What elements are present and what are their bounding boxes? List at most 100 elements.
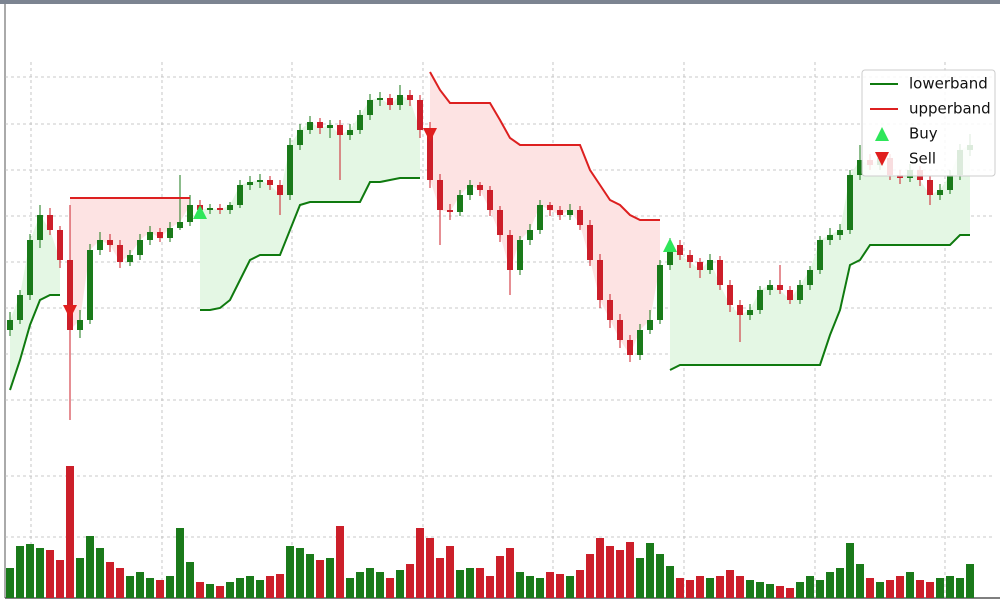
candle-body	[77, 320, 83, 330]
bands	[9, 71, 970, 391]
volume-bar	[436, 558, 444, 598]
volume-bar	[116, 568, 124, 598]
volume-bar	[316, 560, 324, 598]
legend-label: Buy	[909, 125, 938, 143]
volume-bar	[66, 466, 74, 598]
volume-bar	[16, 546, 24, 598]
candle-body	[387, 98, 393, 105]
signals	[63, 128, 677, 319]
candle-body	[37, 215, 43, 240]
candle-body	[607, 300, 613, 320]
volume-bar	[246, 576, 254, 598]
volume-bar	[346, 578, 354, 598]
volume-bar	[576, 570, 584, 598]
volume-bar	[156, 580, 164, 598]
volume-bar	[186, 562, 194, 598]
legend-marker	[875, 152, 889, 166]
volume-bar	[236, 578, 244, 598]
candle-body	[827, 235, 833, 240]
candle-body	[167, 228, 173, 238]
volume-bar	[196, 582, 204, 598]
volume-bar	[376, 572, 384, 598]
volume-bar	[686, 580, 694, 598]
candle-body	[377, 98, 383, 100]
candle-body	[147, 232, 153, 240]
candle-body	[97, 240, 103, 250]
volume-bar	[476, 568, 484, 598]
candle-body	[757, 290, 763, 310]
volume-bar	[36, 548, 44, 598]
candle-body	[637, 330, 643, 355]
volume-bar	[806, 576, 814, 598]
volume-bar	[176, 528, 184, 598]
candle-body	[237, 185, 243, 205]
volume-bar	[276, 574, 284, 598]
volume-bar	[296, 548, 304, 598]
volume-bar	[536, 578, 544, 598]
volume-bar	[76, 558, 84, 598]
candle-body	[67, 260, 73, 330]
volume-bar	[736, 576, 744, 598]
candle-body	[727, 285, 733, 305]
legend-label: upperband	[909, 100, 991, 118]
candle-body	[657, 265, 663, 320]
volume-bar	[706, 578, 714, 598]
volume-bar	[406, 564, 414, 598]
volume-bar	[566, 576, 574, 598]
band-fill	[430, 72, 660, 355]
signal-marker	[663, 238, 677, 252]
candle-body	[847, 175, 853, 230]
candle-body	[737, 305, 743, 315]
candle-body	[117, 245, 123, 262]
candle-body	[547, 205, 553, 210]
volume-bar	[676, 578, 684, 598]
band-line	[9, 177, 970, 391]
candle-body	[677, 245, 683, 255]
volume-bar	[936, 578, 944, 598]
candle-body	[497, 210, 503, 235]
volume-bar	[206, 584, 214, 598]
candle-body	[747, 310, 753, 315]
volume-bar	[746, 580, 754, 598]
candle-body	[27, 240, 33, 295]
volume-bar	[956, 578, 964, 598]
volume-bar	[546, 572, 554, 598]
candle-body	[157, 232, 163, 238]
volume-bar	[896, 576, 904, 598]
volume-bar	[766, 584, 774, 598]
volume-bar	[646, 543, 654, 598]
volume-bar	[856, 564, 864, 598]
volume-bar	[456, 570, 464, 598]
candle-body	[507, 235, 513, 270]
candle-body	[477, 185, 483, 190]
candle-body	[817, 240, 823, 270]
band-line	[70, 71, 660, 221]
candle-body	[697, 262, 703, 270]
volume-bar	[446, 546, 454, 598]
candle-body	[177, 222, 183, 228]
candle-body	[567, 210, 573, 215]
candle-body	[487, 190, 493, 210]
legend-label: Sell	[909, 150, 936, 168]
candle-body	[707, 260, 713, 270]
candle-body	[127, 255, 133, 262]
candle-body	[517, 240, 523, 270]
candle-body	[57, 230, 63, 260]
volume-bar	[606, 546, 614, 598]
volume-bar	[946, 576, 954, 598]
candle-body	[587, 225, 593, 260]
volume-bar	[716, 576, 724, 598]
volume-bar	[846, 543, 854, 598]
candle-body	[357, 115, 363, 130]
band-fill	[200, 95, 420, 310]
candle-body	[797, 285, 803, 300]
volume-bar	[926, 582, 934, 598]
candle-body	[47, 215, 53, 230]
volume-bar	[136, 572, 144, 598]
candle-body	[107, 240, 113, 245]
volume-bar	[886, 580, 894, 598]
volume-bar	[356, 572, 364, 598]
band-fill	[10, 215, 60, 390]
candle-body	[317, 122, 323, 128]
candle-body	[537, 205, 543, 230]
